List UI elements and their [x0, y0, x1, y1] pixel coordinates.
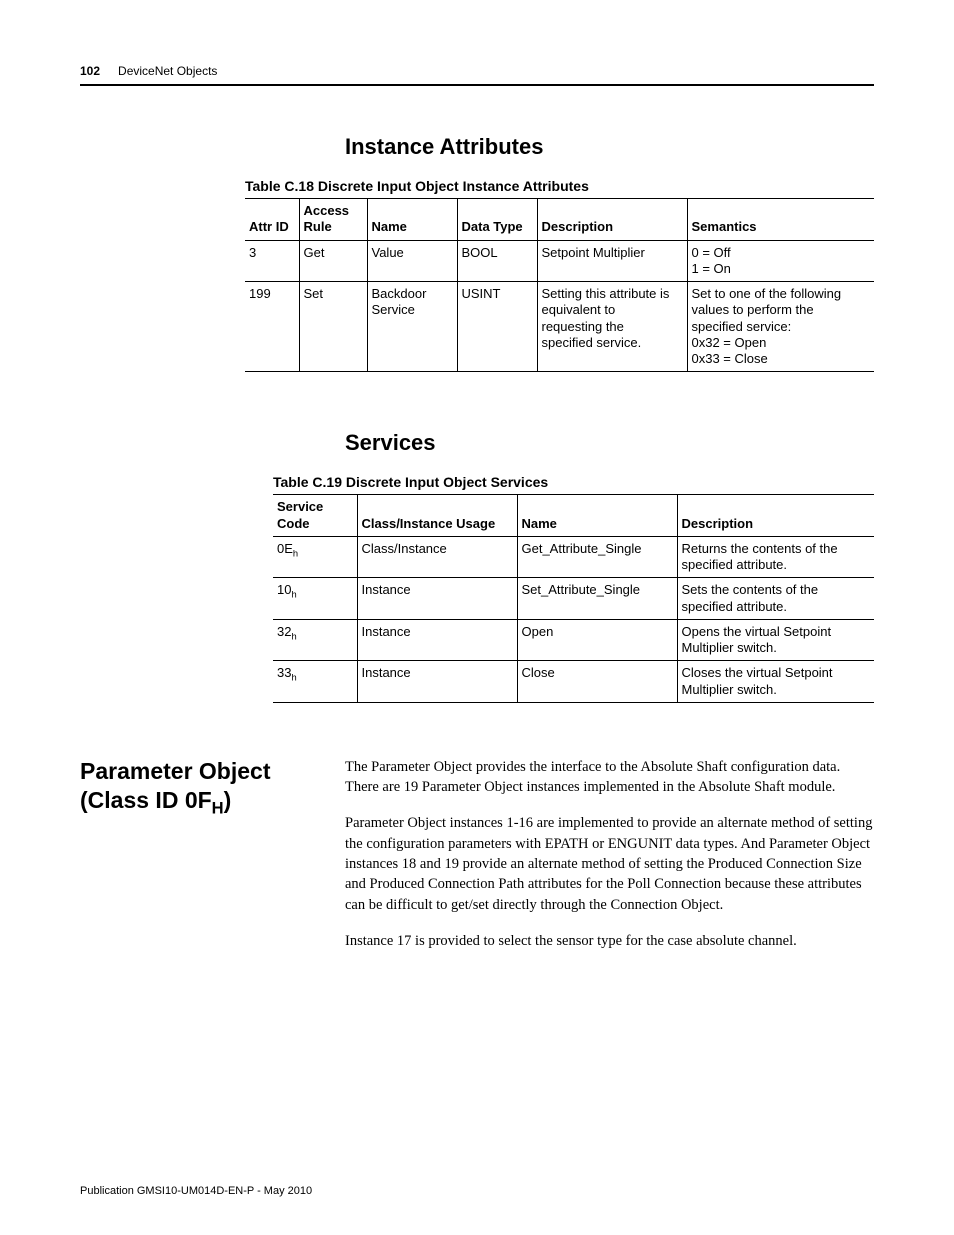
side-heading-line2-post: ) — [224, 787, 232, 813]
table-row: 0EhClass/InstanceGet_Attribute_SingleRet… — [273, 536, 874, 578]
col-access-rule: Access Rule — [299, 199, 367, 241]
table-row: 33hInstanceCloseCloses the virtual Setpo… — [273, 661, 874, 703]
table-c19-body: 0EhClass/InstanceGet_Attribute_SingleRet… — [273, 536, 874, 702]
table-cell: Opens the virtual Setpoint Multiplier sw… — [677, 619, 874, 661]
table-cell: BOOL — [457, 240, 537, 282]
table-cell: Open — [517, 619, 677, 661]
side-heading-line2-pre: (Class ID 0F — [80, 787, 212, 813]
table-cell: Class/Instance — [357, 536, 517, 578]
table-cell: 199 — [245, 282, 299, 372]
side-heading-parameter-object: Parameter Object (Class ID 0FH) — [80, 757, 315, 815]
col-name: Name — [367, 199, 457, 241]
table-cell: 10h — [273, 578, 357, 620]
table-cell: Setpoint Multiplier — [537, 240, 687, 282]
table-cell: 0 = Off1 = On — [687, 240, 874, 282]
table-header-row: Service Code Class/Instance Usage Name D… — [273, 495, 874, 537]
body-text: The Parameter Object provides the interf… — [345, 757, 874, 967]
running-title: DeviceNet Objects — [118, 64, 217, 78]
side-heading-line1: Parameter Object — [80, 758, 270, 784]
table-cell: Close — [517, 661, 677, 703]
section-heading-instance-attributes: Instance Attributes — [345, 134, 874, 160]
table-cell: Instance — [357, 661, 517, 703]
col-description: Description — [677, 495, 874, 537]
table-cell: Set — [299, 282, 367, 372]
table-row: 199SetBackdoor ServiceUSINTSetting this … — [245, 282, 874, 372]
col-attr-id: Attr ID — [245, 199, 299, 241]
table-cell: Set_Attribute_Single — [517, 578, 677, 620]
table-cell: Get_Attribute_Single — [517, 536, 677, 578]
table-cell: Sets the contents of the specified attri… — [677, 578, 874, 620]
table-cell: USINT — [457, 282, 537, 372]
table-cell: Set to one of the following values to pe… — [687, 282, 874, 372]
table-cell: Instance — [357, 578, 517, 620]
col-name: Name — [517, 495, 677, 537]
page-number: 102 — [80, 64, 100, 78]
paragraph: Parameter Object instances 1-16 are impl… — [345, 813, 874, 914]
col-description: Description — [537, 199, 687, 241]
table-cell: 33h — [273, 661, 357, 703]
section-heading-services: Services — [345, 430, 874, 456]
table-cell: Instance — [357, 619, 517, 661]
table-row: 32hInstanceOpenOpens the virtual Setpoin… — [273, 619, 874, 661]
col-service-code: Service Code — [273, 495, 357, 537]
table-row: 10hInstanceSet_Attribute_SingleSets the … — [273, 578, 874, 620]
table-c18: Attr ID Access Rule Name Data Type Descr… — [245, 198, 874, 372]
running-head: 102 DeviceNet Objects — [80, 64, 874, 86]
side-heading-sub: H — [212, 798, 224, 817]
footer-publication: Publication GMSI10-UM014D-EN-P - May 201… — [80, 1185, 312, 1197]
table-cell: Backdoor Service — [367, 282, 457, 372]
table-cell: 0Eh — [273, 536, 357, 578]
table-header-row: Attr ID Access Rule Name Data Type Descr… — [245, 199, 874, 241]
table-cell: Closes the virtual Setpoint Multiplier s… — [677, 661, 874, 703]
col-usage: Class/Instance Usage — [357, 495, 517, 537]
table-cell: Returns the contents of the specified at… — [677, 536, 874, 578]
table-cell: 3 — [245, 240, 299, 282]
col-data-type: Data Type — [457, 199, 537, 241]
paragraph: The Parameter Object provides the interf… — [345, 757, 874, 798]
table-caption-c19: Table C.19 Discrete Input Object Service… — [273, 474, 874, 490]
table-cell: Get — [299, 240, 367, 282]
table-caption-c18: Table C.18 Discrete Input Object Instanc… — [245, 178, 874, 194]
table-c18-body: 3GetValueBOOLSetpoint Multiplier0 = Off1… — [245, 240, 874, 372]
col-semantics: Semantics — [687, 199, 874, 241]
table-cell: Setting this attribute is equivalent to … — [537, 282, 687, 372]
table-row: 3GetValueBOOLSetpoint Multiplier0 = Off1… — [245, 240, 874, 282]
table-c19: Service Code Class/Instance Usage Name D… — [273, 494, 874, 703]
paragraph: Instance 17 is provided to select the se… — [345, 931, 874, 951]
table-cell: 32h — [273, 619, 357, 661]
table-cell: Value — [367, 240, 457, 282]
